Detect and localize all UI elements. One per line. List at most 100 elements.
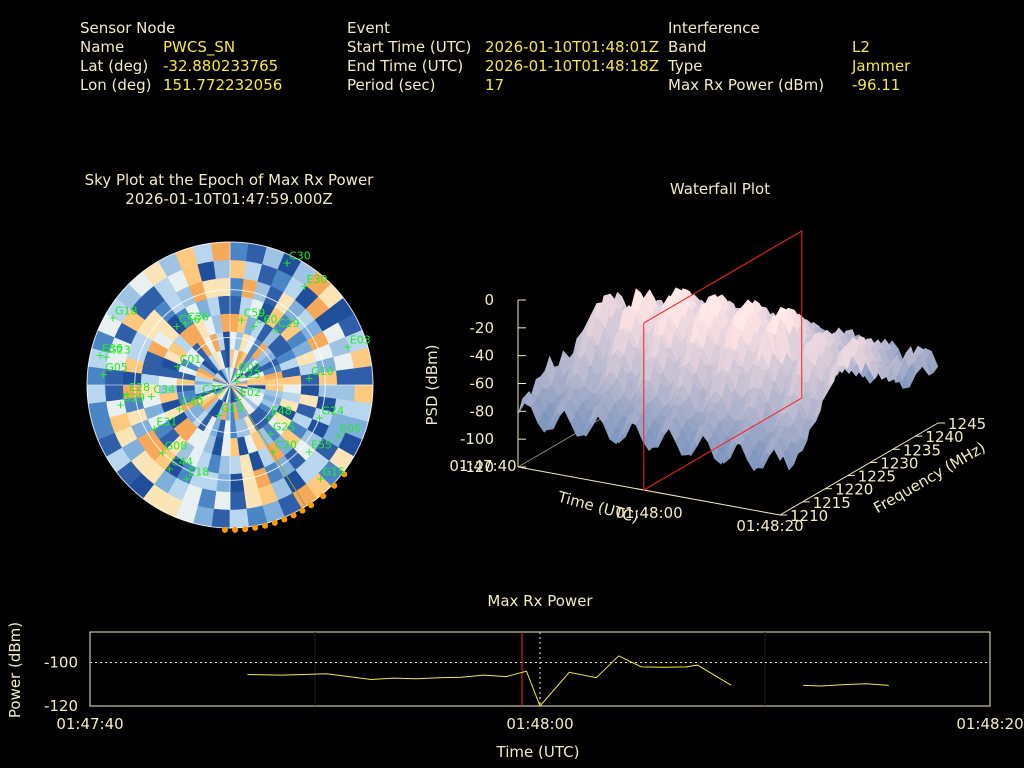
skyplot-edge-marker xyxy=(271,519,278,526)
sensor-heading: Sensor Node xyxy=(80,19,176,37)
maxrx-series-line xyxy=(803,683,889,687)
satellite-label: G05 xyxy=(105,361,128,374)
interference-type-label: Type xyxy=(668,57,703,75)
satellite-marker: + xyxy=(182,473,191,486)
satellite-marker: + xyxy=(333,429,342,442)
satellite-marker: + xyxy=(181,317,190,330)
satellite-label: C29 xyxy=(278,317,300,330)
skyplot-heatmap xyxy=(86,241,374,529)
waterfall-z-label: PSD (dBm) xyxy=(423,344,441,425)
satellite-marker: + xyxy=(123,388,132,401)
waterfall-z-tick-label: -120 xyxy=(460,458,494,476)
satellite-marker: + xyxy=(172,320,181,333)
satellite-label: E31 xyxy=(156,416,177,429)
satellite-label: C23 xyxy=(239,368,261,381)
waterfall-z-tick-label: 0 xyxy=(484,291,494,309)
satellite-label: E02 xyxy=(240,386,261,399)
satellite-marker: + xyxy=(315,412,324,425)
satellite-label: G13 xyxy=(221,402,244,415)
satellite-label: E18 xyxy=(188,466,209,479)
skyplot-edge-marker xyxy=(320,493,327,500)
satellite-label: C60 xyxy=(256,313,278,326)
satellite-marker: + xyxy=(249,320,258,333)
event-period-label: Period (sec) xyxy=(347,76,436,94)
skyplot-title: Sky Plot at the Epoch of Max Rx Power xyxy=(84,171,374,189)
interference-band-label: Band xyxy=(668,38,707,56)
interference-band-value: L2 xyxy=(852,38,870,56)
skyplot-edge-marker xyxy=(262,522,269,529)
interference-maxpower-label: Max Rx Power (dBm) xyxy=(668,76,825,94)
satellite-label: C59 xyxy=(244,306,266,319)
event-start-label: Start Time (UTC) xyxy=(347,38,472,56)
satellite-marker: + xyxy=(196,390,205,403)
sensor-lon-label: Lon (deg) xyxy=(80,76,152,94)
satellite-label: C01 xyxy=(180,353,202,366)
sensor-name-label: Name xyxy=(80,38,125,56)
skyplot-edge-marker xyxy=(341,471,348,478)
satellite-marker: + xyxy=(108,311,117,324)
maxrx-x-label: Time (UTC) xyxy=(496,743,580,761)
satellite-label: G18 xyxy=(115,304,138,317)
sensor-lon-value: 151.772232056 xyxy=(163,76,283,94)
satellite-marker: + xyxy=(271,324,280,337)
sensor-lat-label: Lat (deg) xyxy=(80,57,149,75)
skyplot-edge-marker xyxy=(221,526,228,533)
satellite-marker: + xyxy=(165,463,174,476)
satellite-marker: + xyxy=(99,368,108,381)
satellite-label: C36 xyxy=(187,310,209,323)
satellite-label: G10 xyxy=(311,365,334,378)
satellite-label: C56 xyxy=(179,313,201,326)
satellite-marker: + xyxy=(282,257,291,270)
waterfall-z-tick-label: -80 xyxy=(470,402,495,420)
satellite-label: E36 xyxy=(102,342,123,355)
skyplot-edge-marker xyxy=(308,502,315,509)
satellite-label: G25 xyxy=(273,421,296,434)
interference-type-value: Jammer xyxy=(852,57,911,75)
waterfall-z-tick-label: -100 xyxy=(460,430,494,448)
satellite-marker: + xyxy=(300,280,309,293)
waterfall-z-tick-label: -60 xyxy=(470,375,495,393)
sensor-name-value: PWCS_SN xyxy=(163,38,236,56)
interference-maxpower-value: -96.11 xyxy=(852,76,901,94)
satellite-label: C20 xyxy=(275,439,297,452)
event-end-value: 2026-01-10T01:48:18Z xyxy=(485,57,659,75)
maxrx-x-tick-label: 01:48:00 xyxy=(506,715,573,733)
waterfall-title: Waterfall Plot xyxy=(669,180,771,198)
waterfall-z-tick-label: -40 xyxy=(470,347,495,365)
event-period-value: 17 xyxy=(485,76,505,94)
satellite-label: E05 xyxy=(340,422,361,435)
event-end-label: End Time (UTC) xyxy=(347,57,464,75)
satellite-label: G08 xyxy=(165,439,188,452)
skyplot-edge-marker xyxy=(331,482,338,489)
satellite-marker: + xyxy=(102,350,111,363)
skyplot-edge-marker xyxy=(232,526,239,533)
satellite-label: C40 xyxy=(182,396,204,409)
skyplot-edge-marker xyxy=(281,516,288,523)
satellite-marker: + xyxy=(116,398,125,411)
satellite-marker: + xyxy=(147,390,156,403)
satellite-label: E30 xyxy=(307,273,328,286)
satellite-label: C35 xyxy=(202,383,224,396)
skyplot-interference-bearing xyxy=(229,384,307,507)
satellite-marker: + xyxy=(215,409,224,422)
waterfall-z-tick-label: -20 xyxy=(470,319,495,337)
satellite-label: C30 xyxy=(289,250,311,263)
satellite-marker: + xyxy=(175,403,184,416)
waterfall-freq-axis xyxy=(779,422,939,516)
maxrx-series-line xyxy=(247,655,732,707)
satellite-label: G29 xyxy=(122,391,145,404)
event-start-value: 2026-01-10T01:48:01Z xyxy=(485,38,659,56)
satellite-label: G24 xyxy=(322,405,345,418)
maxrx-x-tick-label: 01:48:20 xyxy=(956,715,1023,733)
satellite-marker: + xyxy=(269,446,278,459)
satellite-marker: + xyxy=(233,393,242,406)
satellite-marker: + xyxy=(316,473,325,486)
maxrx-y-tick-label: -120 xyxy=(44,697,78,715)
satellite-marker: + xyxy=(150,423,159,436)
skyplot-edge-marker xyxy=(290,512,297,519)
skyplot-edge-marker xyxy=(242,526,249,533)
satellite-label: E28 xyxy=(129,381,150,394)
